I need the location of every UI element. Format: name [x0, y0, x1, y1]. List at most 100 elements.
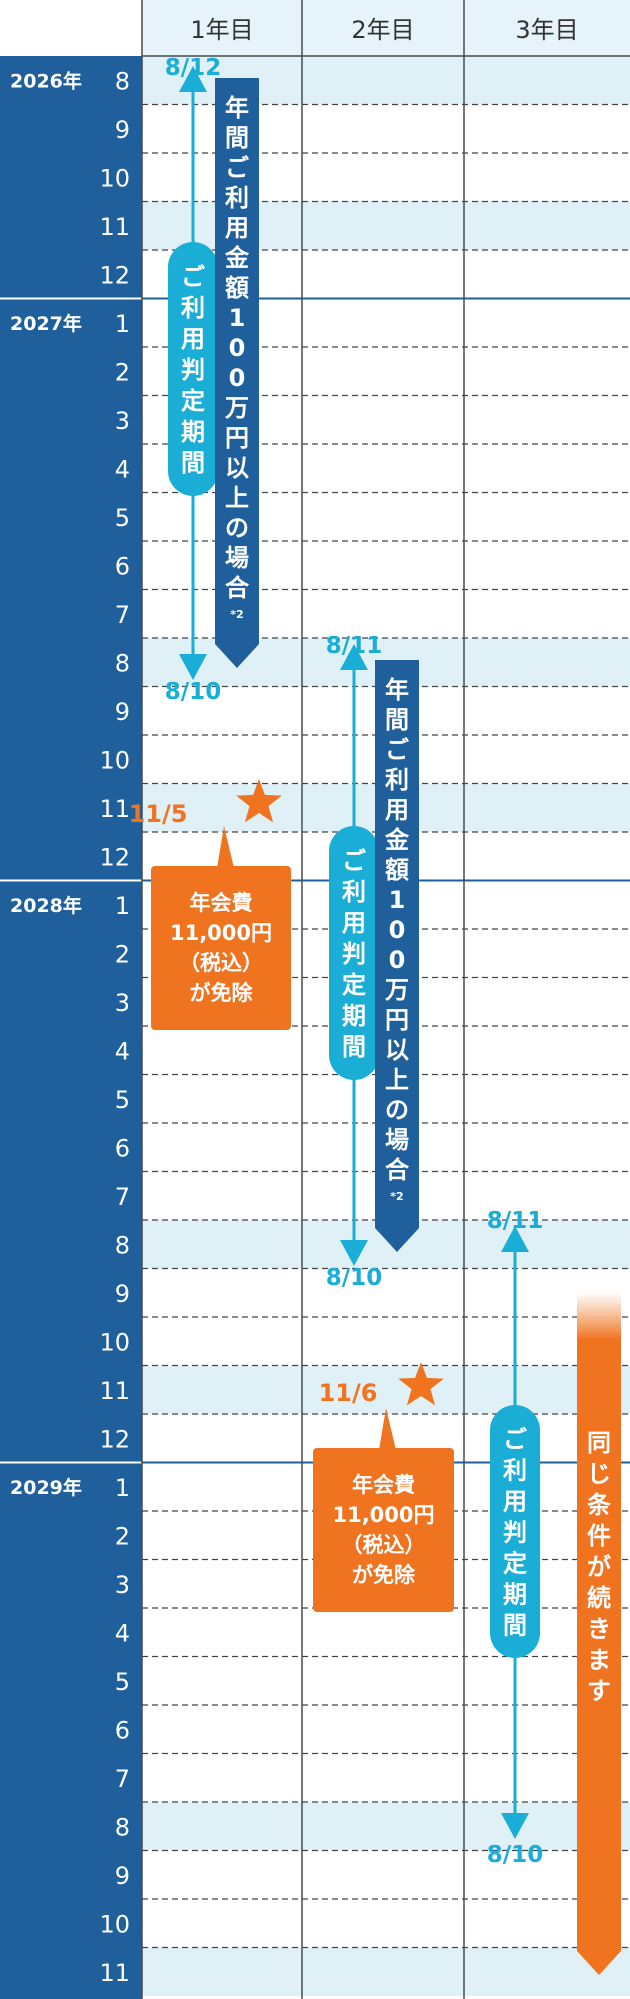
month-label: 9 [115, 116, 130, 144]
month-column [0, 56, 142, 1999]
usage-banner-label: 額 [225, 274, 249, 302]
year-label: 2029年 [10, 1476, 82, 1499]
waiver-date: 11/6 [319, 1379, 378, 1407]
arrow-down-icon [501, 1813, 529, 1839]
continue-banner [577, 1292, 621, 1975]
period-pill-label: 利 [342, 878, 366, 906]
month-label: 8 [115, 649, 130, 677]
usage-banner-label: 年 [385, 676, 409, 704]
usage-banner-label: 以 [385, 1036, 409, 1064]
period-pill [490, 1405, 540, 1658]
usage-banner-note: *2 [390, 1190, 403, 1203]
period-pill-label: 期 [181, 418, 205, 446]
waiver-text: （税込） [179, 951, 263, 975]
period-pill-label: 期 [342, 1002, 366, 1030]
column-header: 3年目 [515, 16, 578, 44]
period-end-label: 8/10 [487, 1842, 543, 1868]
continue-banner-label: す [587, 1677, 611, 1705]
usage-banner-label: 1 [389, 886, 406, 914]
period-start-label: 8/12 [165, 55, 221, 81]
month-label: 10 [99, 164, 130, 192]
waiver-text: 年会費 [190, 891, 253, 915]
period-pill-label: 判 [181, 356, 205, 384]
period-pill-label: 用 [342, 909, 366, 937]
period-pill-label: 利 [181, 294, 205, 322]
month-label: 6 [115, 1716, 130, 1744]
waiver-date: 11/5 [129, 800, 188, 828]
year-label: 2026年 [10, 69, 82, 92]
continue-banner-label: が [587, 1553, 611, 1581]
period-pill-label: ご [503, 1426, 527, 1454]
usage-banner-label: ご [385, 736, 409, 764]
month-label: 2 [115, 940, 130, 968]
month-label: 3 [115, 989, 130, 1017]
continue-banner-label: き [587, 1615, 611, 1643]
period-pill-label: 用 [181, 325, 205, 353]
usage-banner-label: 利 [385, 766, 409, 794]
waiver-text: が免除 [190, 981, 254, 1005]
usage-banner-label: 上 [225, 484, 249, 512]
month-label: 8 [115, 1813, 130, 1841]
waiver-text: 11,000円 [332, 1503, 434, 1527]
usage-banner-label: 年 [225, 94, 249, 122]
period-pill-label: 定 [181, 387, 205, 415]
callout-tail [217, 826, 234, 868]
usage-banner-label: 円 [225, 424, 249, 452]
usage-banner-label: 額 [385, 856, 409, 884]
usage-banner-label: 金 [224, 244, 250, 272]
usage-banner-label: ご [225, 154, 249, 182]
month-label: 1 [115, 310, 130, 338]
period-start-label: 8/11 [487, 1208, 543, 1234]
waiver-callout [313, 1448, 454, 1612]
month-label: 11 [99, 795, 130, 823]
period-pill-label: ご [342, 847, 366, 875]
usage-banner-label: 場 [385, 1126, 409, 1154]
period-end-label: 8/10 [326, 1265, 382, 1291]
month-label: 7 [115, 1765, 130, 1793]
month-label: 2 [115, 358, 130, 386]
arrow-up-icon [340, 644, 368, 670]
usage-banner [375, 660, 419, 1252]
month-label: 9 [115, 1862, 130, 1890]
highlight-row [142, 1947, 630, 1996]
period-pill [168, 242, 218, 496]
period-pill-label: 定 [503, 1550, 527, 1578]
month-label: 1 [115, 892, 130, 920]
arrow-up-icon [501, 1226, 529, 1252]
period-pill [329, 826, 379, 1080]
continue-banner-label: 条 [587, 1491, 612, 1519]
period-pill-label: 利 [503, 1457, 527, 1485]
month-label: 10 [99, 1910, 130, 1938]
period-end-label: 8/10 [165, 679, 221, 705]
month-label: 10 [99, 1328, 130, 1356]
month-label: 7 [115, 601, 130, 629]
month-label: 4 [115, 455, 130, 483]
star-icon [236, 779, 282, 823]
arrow-up-icon [179, 66, 207, 92]
period-pill-label: 用 [503, 1488, 527, 1516]
usage-banner-label: 1 [229, 304, 246, 332]
month-label: 6 [115, 1134, 130, 1162]
usage-banner [215, 78, 259, 668]
waiver-callout [151, 866, 291, 1030]
usage-banner-label: 0 [389, 946, 406, 974]
period-pill-label: 定 [342, 971, 366, 999]
period-pill-label: ご [181, 263, 205, 291]
period-pill-label: 間 [342, 1033, 366, 1061]
usage-banner-label: 合 [225, 574, 250, 602]
month-label: 9 [115, 1280, 130, 1308]
month-label: 12 [99, 843, 130, 871]
period-pill-label: 期 [503, 1581, 527, 1609]
month-label: 3 [115, 407, 130, 435]
usage-banner-label: 上 [385, 1066, 409, 1094]
waiver-text: （税込） [342, 1533, 426, 1557]
continue-banner-label: 同 [587, 1429, 611, 1457]
month-label: 5 [115, 1086, 130, 1114]
usage-banner-label: 万 [385, 976, 409, 1004]
month-label: 12 [99, 1425, 130, 1453]
usage-banner-label: 0 [229, 364, 246, 392]
column-header: 2年目 [351, 16, 414, 44]
usage-banner-label: 0 [389, 916, 406, 944]
continue-banner-label: 続 [587, 1584, 611, 1612]
year-label: 2027年 [10, 312, 82, 335]
